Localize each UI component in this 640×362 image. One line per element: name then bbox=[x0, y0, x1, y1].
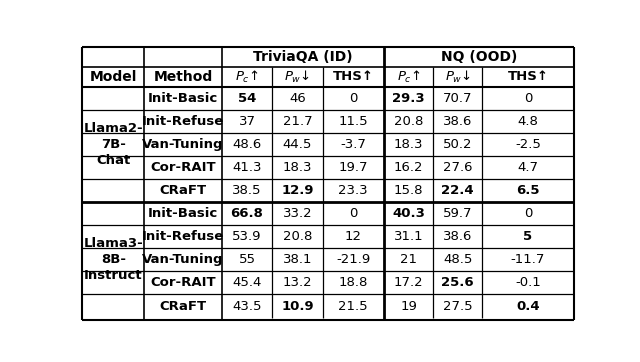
Text: 54: 54 bbox=[238, 92, 256, 105]
Text: 13.2: 13.2 bbox=[283, 277, 312, 289]
Text: 70.7: 70.7 bbox=[443, 92, 472, 105]
Text: 33.2: 33.2 bbox=[283, 207, 312, 220]
Text: 18.3: 18.3 bbox=[394, 138, 423, 151]
Text: 15.8: 15.8 bbox=[394, 184, 423, 197]
Text: -0.1: -0.1 bbox=[515, 277, 541, 289]
Text: Llama2-
7B-
Chat: Llama2- 7B- Chat bbox=[83, 122, 143, 167]
Text: 59.7: 59.7 bbox=[443, 207, 472, 220]
Text: Init-Refuse: Init-Refuse bbox=[142, 115, 224, 128]
Text: 44.5: 44.5 bbox=[283, 138, 312, 151]
Text: Cor-RAIT: Cor-RAIT bbox=[150, 161, 216, 174]
Text: 37: 37 bbox=[239, 115, 255, 128]
Text: $P_w$↓: $P_w$↓ bbox=[445, 68, 471, 85]
Text: 20.8: 20.8 bbox=[394, 115, 423, 128]
Text: 38.5: 38.5 bbox=[232, 184, 262, 197]
Text: 66.8: 66.8 bbox=[230, 207, 264, 220]
Text: 38.1: 38.1 bbox=[283, 253, 312, 266]
Text: 17.2: 17.2 bbox=[394, 277, 424, 289]
Text: 4.7: 4.7 bbox=[518, 161, 538, 174]
Text: Van-Tuning: Van-Tuning bbox=[142, 138, 224, 151]
Text: 38.6: 38.6 bbox=[443, 115, 472, 128]
Text: 40.3: 40.3 bbox=[392, 207, 425, 220]
Text: 46: 46 bbox=[289, 92, 306, 105]
Text: 27.6: 27.6 bbox=[443, 161, 472, 174]
Text: 55: 55 bbox=[239, 253, 255, 266]
Text: Model: Model bbox=[90, 70, 137, 84]
Text: CRaFT: CRaFT bbox=[159, 299, 207, 312]
Text: Llama3-
8B-
Instruct: Llama3- 8B- Instruct bbox=[83, 237, 143, 282]
Text: 19: 19 bbox=[400, 299, 417, 312]
Text: 0: 0 bbox=[524, 207, 532, 220]
Text: 4.8: 4.8 bbox=[518, 115, 538, 128]
Text: NQ (OOD): NQ (OOD) bbox=[440, 50, 517, 63]
Text: -21.9: -21.9 bbox=[336, 253, 371, 266]
Text: 41.3: 41.3 bbox=[232, 161, 262, 174]
Text: Init-Basic: Init-Basic bbox=[148, 92, 218, 105]
Text: 19.7: 19.7 bbox=[339, 161, 368, 174]
Text: 16.2: 16.2 bbox=[394, 161, 423, 174]
Text: CRaFT: CRaFT bbox=[159, 184, 207, 197]
Text: THS↑: THS↑ bbox=[333, 70, 374, 83]
Text: 0: 0 bbox=[349, 207, 357, 220]
Text: 21: 21 bbox=[400, 253, 417, 266]
Text: Init-Refuse: Init-Refuse bbox=[142, 230, 224, 243]
Text: Van-Tuning: Van-Tuning bbox=[142, 253, 224, 266]
Text: -2.5: -2.5 bbox=[515, 138, 541, 151]
Text: 0: 0 bbox=[524, 92, 532, 105]
Text: 29.3: 29.3 bbox=[392, 92, 425, 105]
Text: TriviaQA (ID): TriviaQA (ID) bbox=[253, 50, 353, 63]
Text: Cor-RAIT: Cor-RAIT bbox=[150, 277, 216, 289]
Text: 31.1: 31.1 bbox=[394, 230, 424, 243]
Text: 12: 12 bbox=[345, 230, 362, 243]
Text: THS↑: THS↑ bbox=[508, 70, 548, 83]
Text: Method: Method bbox=[154, 70, 212, 84]
Text: 18.8: 18.8 bbox=[339, 277, 368, 289]
Text: Init-Basic: Init-Basic bbox=[148, 207, 218, 220]
Text: 43.5: 43.5 bbox=[232, 299, 262, 312]
Text: $P_w$↓: $P_w$↓ bbox=[284, 68, 310, 85]
Text: $P_c$↑: $P_c$↑ bbox=[235, 68, 259, 85]
Text: 21.7: 21.7 bbox=[283, 115, 312, 128]
Text: 25.6: 25.6 bbox=[442, 277, 474, 289]
Text: 48.6: 48.6 bbox=[232, 138, 262, 151]
Text: 18.3: 18.3 bbox=[283, 161, 312, 174]
Text: 0.4: 0.4 bbox=[516, 299, 540, 312]
Text: 22.4: 22.4 bbox=[442, 184, 474, 197]
Text: 27.5: 27.5 bbox=[443, 299, 472, 312]
Text: 21.5: 21.5 bbox=[339, 299, 368, 312]
Text: 50.2: 50.2 bbox=[443, 138, 472, 151]
Text: 53.9: 53.9 bbox=[232, 230, 262, 243]
Text: 11.5: 11.5 bbox=[339, 115, 368, 128]
Text: 10.9: 10.9 bbox=[281, 299, 314, 312]
Text: 48.5: 48.5 bbox=[443, 253, 472, 266]
Text: 20.8: 20.8 bbox=[283, 230, 312, 243]
Text: 23.3: 23.3 bbox=[339, 184, 368, 197]
Text: 45.4: 45.4 bbox=[232, 277, 262, 289]
Text: $P_c$↑: $P_c$↑ bbox=[397, 68, 420, 85]
Text: 12.9: 12.9 bbox=[281, 184, 314, 197]
Text: 0: 0 bbox=[349, 92, 357, 105]
Text: 38.6: 38.6 bbox=[443, 230, 472, 243]
Text: 5: 5 bbox=[524, 230, 532, 243]
Text: 6.5: 6.5 bbox=[516, 184, 540, 197]
Text: -11.7: -11.7 bbox=[511, 253, 545, 266]
Text: -3.7: -3.7 bbox=[340, 138, 366, 151]
